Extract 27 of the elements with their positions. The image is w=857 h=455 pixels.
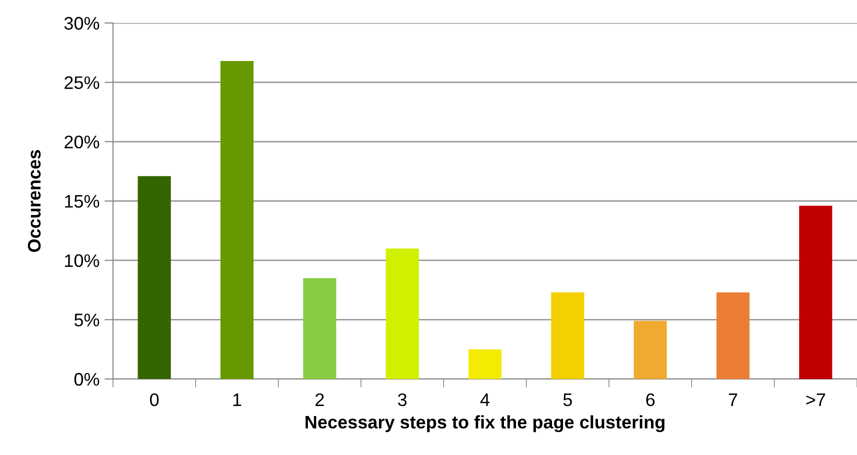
y-tick-label: 5% bbox=[74, 314, 100, 326]
y-tick-label: 20% bbox=[64, 136, 100, 148]
x-axis-title: Necessary steps to fix the page clustering bbox=[306, 415, 664, 432]
bar bbox=[716, 292, 750, 379]
bar bbox=[799, 206, 832, 379]
bar bbox=[468, 349, 502, 379]
x-tick-label: >7 bbox=[806, 394, 826, 406]
x-tick-label: 7 bbox=[728, 394, 738, 406]
bar bbox=[386, 248, 419, 379]
y-tick-label: 0% bbox=[74, 372, 100, 386]
bar bbox=[138, 176, 171, 379]
y-tick-label: 15% bbox=[65, 195, 100, 208]
x-tick-label: 5 bbox=[563, 394, 572, 406]
y-tick-label: 10% bbox=[65, 254, 100, 268]
x-tick-label: 0 bbox=[150, 393, 159, 406]
x-tick-label: 4 bbox=[480, 394, 490, 406]
y-tick-label: 25% bbox=[64, 76, 100, 90]
bar bbox=[303, 278, 336, 379]
x-tick-label: 2 bbox=[316, 393, 324, 406]
y-axis-title: Occurences bbox=[28, 150, 41, 252]
bar bbox=[220, 60, 254, 379]
x-tick-label: 1 bbox=[233, 394, 242, 406]
bar bbox=[634, 320, 667, 379]
y-tick-label: 30% bbox=[64, 16, 100, 30]
bar bbox=[551, 292, 584, 379]
x-tick-label: 3 bbox=[398, 393, 407, 406]
x-tick-label: 6 bbox=[646, 393, 655, 406]
